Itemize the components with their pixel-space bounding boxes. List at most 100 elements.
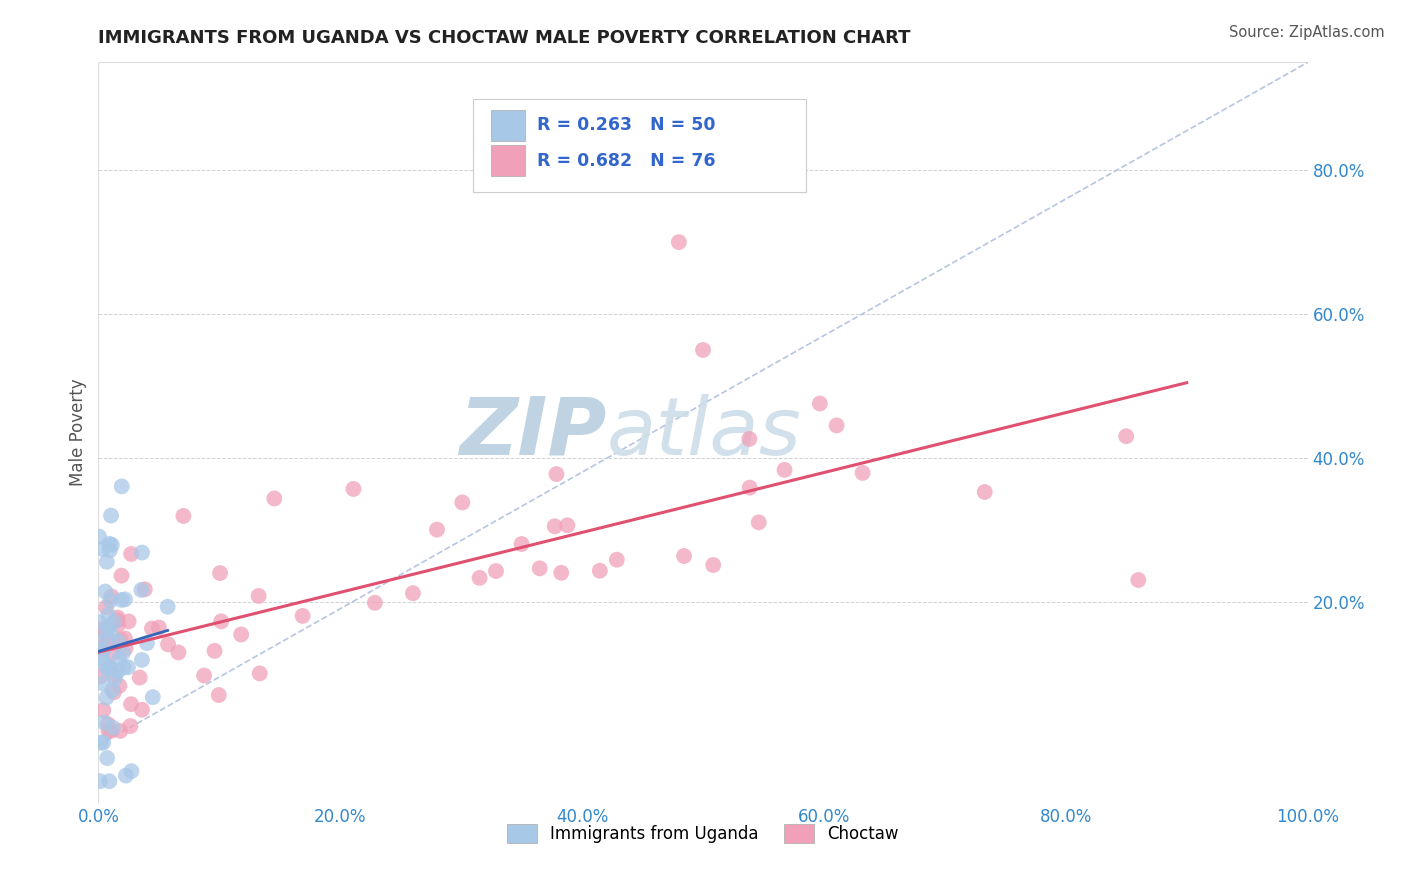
- Point: [91, 703, 114, 717]
- Point: [773, 463, 796, 477]
- Point: [141, 622, 163, 636]
- Text: R = 0.263   N = 50: R = 0.263 N = 50: [537, 116, 716, 135]
- Point: [117, 660, 139, 674]
- Bar: [492, 145, 526, 177]
- Point: [96, 624, 118, 639]
- Point: [101, 636, 124, 650]
- Point: [673, 549, 696, 563]
- Point: [120, 697, 142, 711]
- Point: [107, 617, 129, 632]
- Point: [107, 613, 129, 627]
- Point: [263, 491, 285, 506]
- Bar: [492, 110, 526, 141]
- Point: [96, 600, 118, 615]
- Point: [247, 589, 270, 603]
- Point: [114, 592, 136, 607]
- Point: [589, 564, 612, 578]
- Text: atlas: atlas: [606, 393, 801, 472]
- Point: [103, 685, 125, 699]
- Point: [131, 582, 153, 597]
- Point: [96, 555, 118, 569]
- Point: [91, 651, 114, 665]
- Point: [108, 679, 131, 693]
- Point: [107, 665, 129, 679]
- Point: [98, 774, 121, 789]
- Point: [97, 723, 120, 738]
- Point: [107, 634, 129, 648]
- Point: [100, 628, 122, 642]
- Point: [748, 516, 770, 530]
- Point: [100, 723, 122, 738]
- Text: R = 0.682   N = 76: R = 0.682 N = 76: [537, 152, 716, 169]
- Point: [101, 721, 124, 735]
- Point: [96, 751, 118, 765]
- Point: [172, 508, 194, 523]
- Point: [128, 671, 150, 685]
- Point: [510, 537, 533, 551]
- Point: [557, 518, 579, 533]
- Legend: Immigrants from Uganda, Choctaw: Immigrants from Uganda, Choctaw: [501, 817, 905, 850]
- Point: [108, 652, 131, 666]
- Point: [1115, 429, 1137, 443]
- Point: [167, 645, 190, 659]
- Point: [402, 586, 425, 600]
- Point: [209, 566, 232, 580]
- Point: [89, 774, 111, 789]
- Point: [485, 564, 508, 578]
- Point: [142, 690, 165, 705]
- Point: [231, 627, 253, 641]
- Point: [546, 467, 568, 481]
- Point: [550, 566, 572, 580]
- Point: [90, 640, 112, 655]
- Point: [101, 683, 124, 698]
- Point: [110, 723, 132, 738]
- Point: [426, 523, 449, 537]
- Point: [89, 634, 111, 648]
- FancyBboxPatch shape: [474, 99, 806, 192]
- Point: [96, 632, 118, 647]
- Point: [97, 619, 120, 633]
- Point: [193, 668, 215, 682]
- Text: ZIP: ZIP: [458, 393, 606, 472]
- Point: [103, 668, 125, 682]
- Point: [93, 656, 115, 670]
- Point: [134, 582, 156, 597]
- Point: [131, 703, 153, 717]
- Point: [156, 599, 179, 614]
- Point: [209, 615, 232, 629]
- Point: [104, 672, 127, 686]
- Point: [208, 688, 231, 702]
- Point: [738, 481, 761, 495]
- Point: [110, 593, 132, 607]
- Point: [91, 676, 114, 690]
- Point: [97, 607, 120, 622]
- Point: [96, 690, 118, 705]
- Point: [117, 615, 139, 629]
- Text: IMMIGRANTS FROM UGANDA VS CHOCTAW MALE POVERTY CORRELATION CHART: IMMIGRANTS FROM UGANDA VS CHOCTAW MALE P…: [98, 29, 911, 47]
- Point: [825, 418, 848, 433]
- Point: [364, 596, 387, 610]
- Point: [89, 615, 111, 630]
- Point: [94, 584, 117, 599]
- Point: [291, 608, 314, 623]
- Point: [529, 561, 551, 575]
- Point: [120, 719, 142, 733]
- Point: [738, 432, 761, 446]
- Point: [110, 568, 132, 582]
- Point: [702, 558, 724, 572]
- Point: [852, 466, 875, 480]
- Point: [87, 530, 110, 544]
- Point: [606, 552, 628, 566]
- Point: [98, 661, 121, 675]
- Point: [103, 646, 125, 660]
- Point: [93, 642, 115, 657]
- Point: [107, 610, 129, 624]
- Point: [110, 632, 132, 647]
- Point: [100, 590, 122, 604]
- Point: [120, 764, 142, 779]
- Point: [131, 653, 153, 667]
- Point: [91, 735, 114, 749]
- Point: [89, 641, 111, 656]
- Point: [148, 621, 170, 635]
- Point: [91, 541, 114, 556]
